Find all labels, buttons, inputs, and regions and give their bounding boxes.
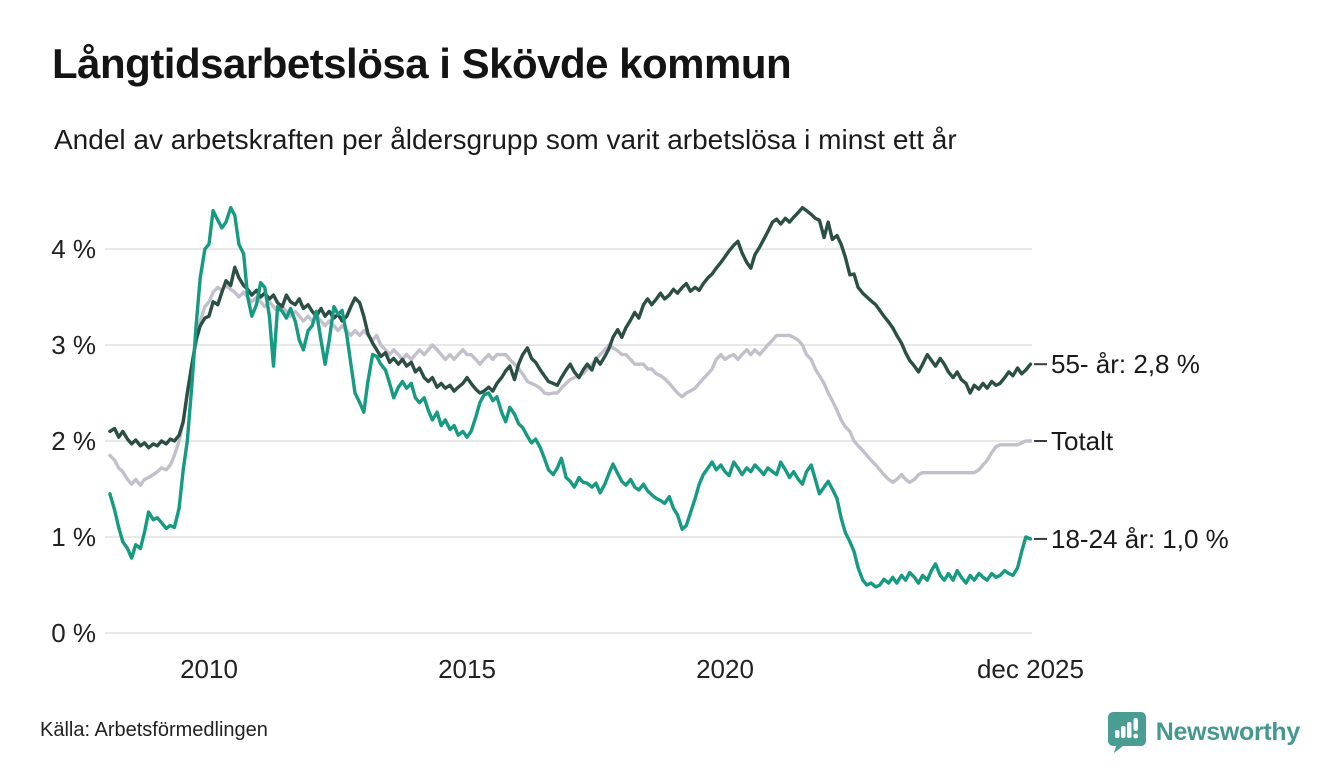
- series-end-label-totalt: Totalt: [1051, 426, 1114, 456]
- page-subtitle: Andel av arbetskraften per åldersgrupp s…: [54, 124, 957, 155]
- y-tick-label: 2 %: [51, 426, 96, 456]
- x-tick-label: 2020: [696, 654, 754, 684]
- series-line-totalt: [108, 283, 1033, 487]
- y-tick-label: 0 %: [51, 618, 96, 648]
- x-tick-label: 2015: [438, 654, 496, 684]
- y-tick-label: 1 %: [51, 522, 96, 552]
- page-title: Långtidsarbetslösa i Skövde kommun: [52, 40, 792, 87]
- series-end-label-55plus: 55- år: 2,8 %: [1051, 349, 1200, 379]
- newsworthy-logo-icon: [1107, 710, 1147, 754]
- series-end-label-18-24: 18-24 år: 1,0 %: [1051, 524, 1229, 554]
- series-line-55plus: [108, 205, 1033, 450]
- x-tick-label: 2010: [180, 654, 238, 684]
- newsworthy-brand[interactable]: Newsworthy: [1107, 710, 1300, 754]
- x-tick-label: dec 2025: [977, 654, 1084, 684]
- source-note: Källa: Arbetsförmedlingen: [40, 719, 268, 741]
- y-tick-label: 4 %: [51, 234, 96, 264]
- y-tick-label: 3 %: [51, 330, 96, 360]
- newsworthy-brand-name: Newsworthy: [1155, 717, 1301, 746]
- series-line-18-24: [108, 205, 1033, 589]
